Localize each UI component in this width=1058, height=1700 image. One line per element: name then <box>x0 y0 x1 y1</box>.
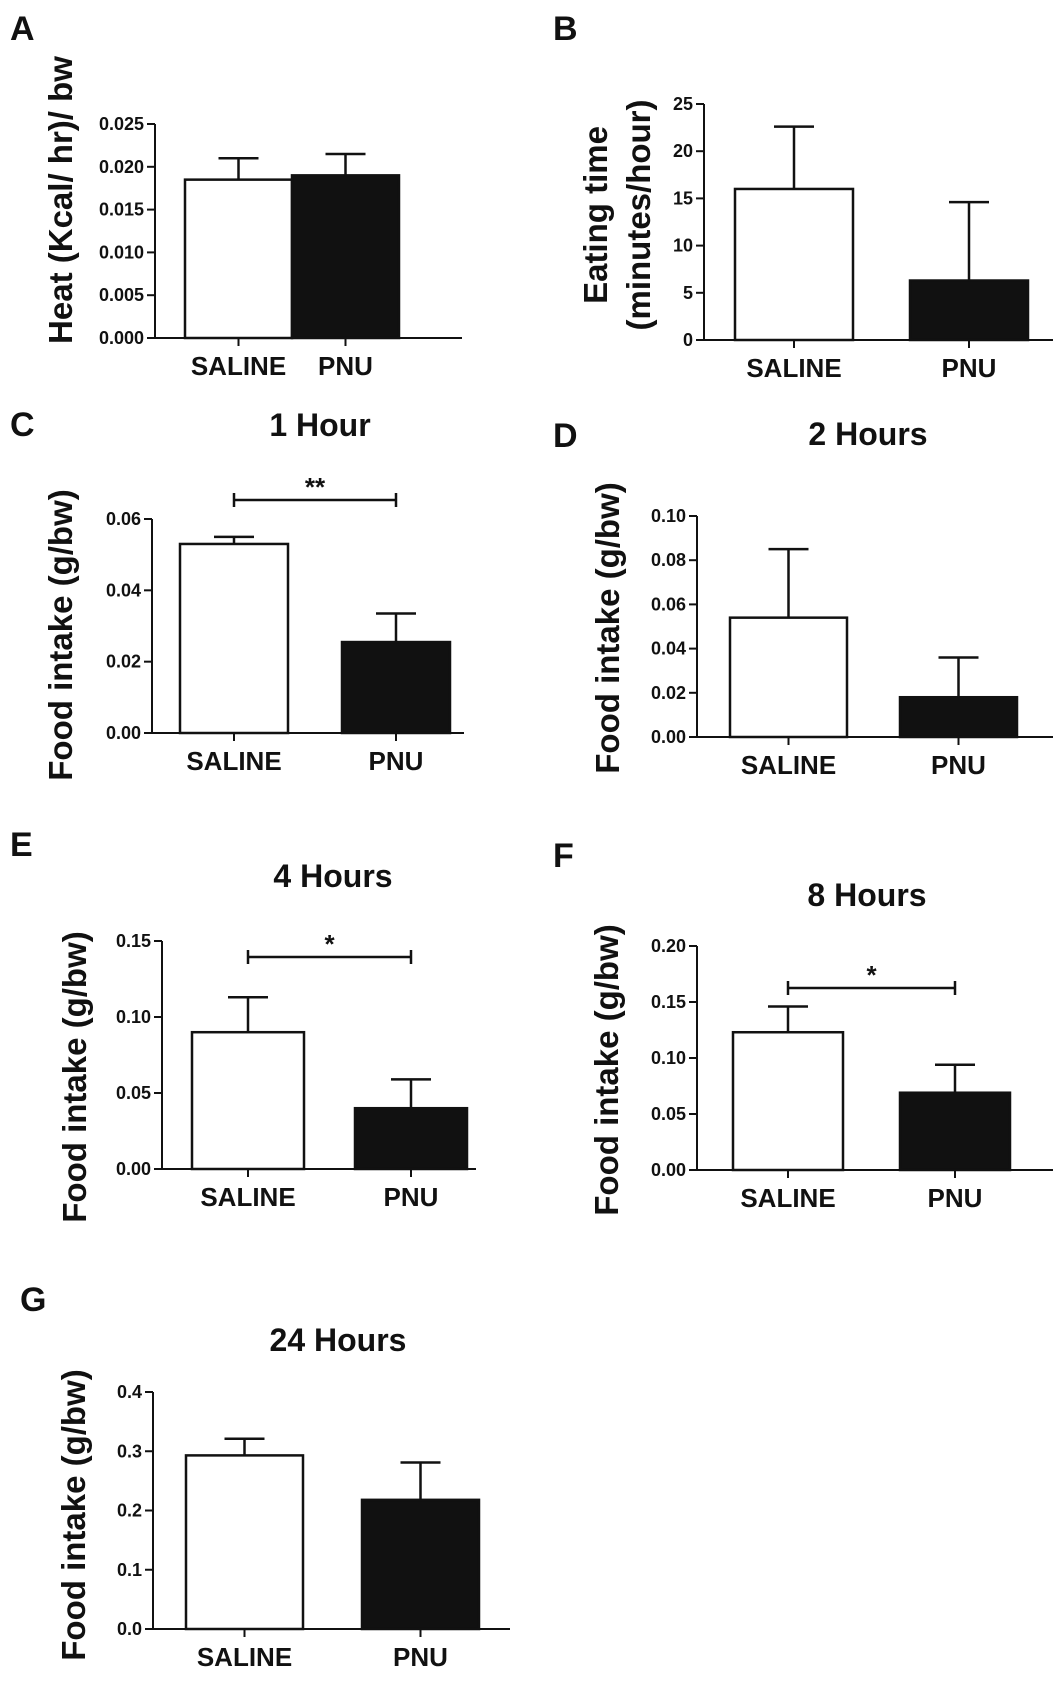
y-axis-label: Heat (Kcal/ hr)/ bw <box>42 56 79 344</box>
y-axis-label: Food intake (g/bw) <box>589 482 626 773</box>
panel-letter: B <box>553 10 578 48</box>
y-tick-label: 0.00 <box>106 723 141 743</box>
category-label-pnu: PNU <box>931 750 986 780</box>
y-tick-label: 0.05 <box>116 1083 151 1103</box>
y-tick-label: 20 <box>673 141 693 161</box>
bar-pnu <box>353 1106 469 1171</box>
bar-pnu <box>908 279 1030 342</box>
bar-saline <box>184 1454 305 1631</box>
bar-pnu <box>898 1091 1012 1172</box>
significance-label: * <box>866 960 877 990</box>
y-tick-label: 0.10 <box>116 1007 151 1027</box>
y-axis-label: Eating time <box>577 126 614 304</box>
y-tick-label: 0.05 <box>651 1104 686 1124</box>
bar-saline <box>190 1030 306 1171</box>
category-label-saline: SALINE <box>191 351 286 381</box>
y-axis-label: Food intake (g/bw) <box>56 931 93 1222</box>
y-tick-label: 0.0 <box>117 1619 142 1639</box>
y-tick-label: 0.00 <box>651 1160 686 1180</box>
panel-letter: D <box>553 417 578 455</box>
panel-f: F 8 Hours Food intake (g/bw) SALINE PNU 0.00 0… <box>553 837 1053 1216</box>
panel-letter: C <box>10 406 35 444</box>
y-tick-label: 0.04 <box>651 639 686 659</box>
y-tick-label: 0.04 <box>106 580 141 600</box>
bar-pnu <box>290 174 401 340</box>
category-label-pnu: PNU <box>942 353 997 383</box>
y-tick-label: 10 <box>673 236 693 256</box>
y-tick-label: 0.025 <box>99 114 144 134</box>
y-tick-label: 0.10 <box>651 506 686 526</box>
y-tick-label: 0.3 <box>117 1441 142 1461</box>
panel-letter: A <box>10 10 35 48</box>
y-tick-label: 0.1 <box>117 1560 142 1580</box>
y-tick-label: 0.06 <box>651 594 686 614</box>
y-tick-label: 0.02 <box>651 683 686 703</box>
category-label-pnu: PNU <box>318 351 373 381</box>
y-tick-label: 0.02 <box>106 652 141 672</box>
y-tick-label: 25 <box>673 94 693 114</box>
panel-title: 8 Hours <box>807 877 926 913</box>
panel-title: 24 Hours <box>270 1322 407 1358</box>
category-label-pnu: PNU <box>928 1183 983 1213</box>
panel-title: 4 Hours <box>273 858 392 894</box>
bar-pnu <box>898 695 1019 739</box>
panel-g: G 24 Hours Food intake (g/bw) SALINE PNU 0.0 0… <box>20 1281 510 1672</box>
category-label-pnu: PNU <box>369 746 424 776</box>
y-tick-label: 0.2 <box>117 1501 142 1521</box>
y-tick-label: 0.010 <box>99 242 144 262</box>
category-label-saline: SALINE <box>186 746 281 776</box>
bar-saline <box>183 178 294 340</box>
y-tick-label: 0.10 <box>651 1048 686 1068</box>
y-tick-label: 0.000 <box>99 328 144 348</box>
y-axis-label-line2: (minutes/hour) <box>620 100 657 331</box>
panel-letter: E <box>10 826 33 864</box>
significance-label: ** <box>305 472 326 502</box>
y-tick-label: 0.15 <box>116 931 151 951</box>
category-label-saline: SALINE <box>740 1183 835 1213</box>
category-label-saline: SALINE <box>200 1182 295 1212</box>
bar-saline <box>731 1030 845 1172</box>
y-tick-label: 15 <box>673 188 693 208</box>
y-tick-label: 0.06 <box>106 509 141 529</box>
panel-title: 2 Hours <box>808 416 927 452</box>
category-label-saline: SALINE <box>741 750 836 780</box>
bar-saline <box>178 542 290 735</box>
bar-saline <box>728 616 849 739</box>
y-tick-label: 0.20 <box>651 936 686 956</box>
panel-letter: F <box>553 837 574 875</box>
category-label-saline: SALINE <box>746 353 841 383</box>
y-tick-label: 0.08 <box>651 550 686 570</box>
y-axis-label: Food intake (g/bw) <box>588 924 625 1215</box>
y-tick-label: 0 <box>683 330 693 350</box>
bar-pnu <box>340 640 452 735</box>
category-label-saline: SALINE <box>197 1642 292 1672</box>
panel-title: 1 Hour <box>269 407 370 443</box>
panel-b: B Eating time (minutes/hour) SALINE PNU 0 5 10 1… <box>553 10 1053 383</box>
y-tick-label: 0.00 <box>651 727 686 747</box>
y-tick-label: 5 <box>683 283 693 303</box>
category-label-pnu: PNU <box>384 1182 439 1212</box>
y-tick-label: 0.015 <box>99 200 144 220</box>
panel-e: E 4 Hours Food intake (g/bw) SALINE PNU 0.00 0… <box>10 826 476 1223</box>
y-tick-label: 0.15 <box>651 992 686 1012</box>
y-tick-label: 0.4 <box>117 1382 142 1402</box>
panel-c: C 1 Hour Food intake (g/bw) SALINE PNU 0.00 0.… <box>10 406 464 781</box>
y-tick-label: 0.00 <box>116 1159 151 1179</box>
y-tick-label: 0.005 <box>99 285 144 305</box>
category-label-pnu: PNU <box>393 1642 448 1672</box>
panel-d: D 2 Hours Food intake (g/bw) SALINE PNU 0.00 0… <box>553 416 1053 780</box>
y-axis-label: Food intake (g/bw) <box>55 1369 92 1660</box>
significance-label: * <box>324 929 335 959</box>
y-tick-label: 0.020 <box>99 157 144 177</box>
panel-letter: G <box>20 1281 46 1319</box>
bar-saline <box>733 187 855 342</box>
y-axis-label: Food intake (g/bw) <box>42 489 79 780</box>
bar-pnu <box>360 1498 481 1631</box>
